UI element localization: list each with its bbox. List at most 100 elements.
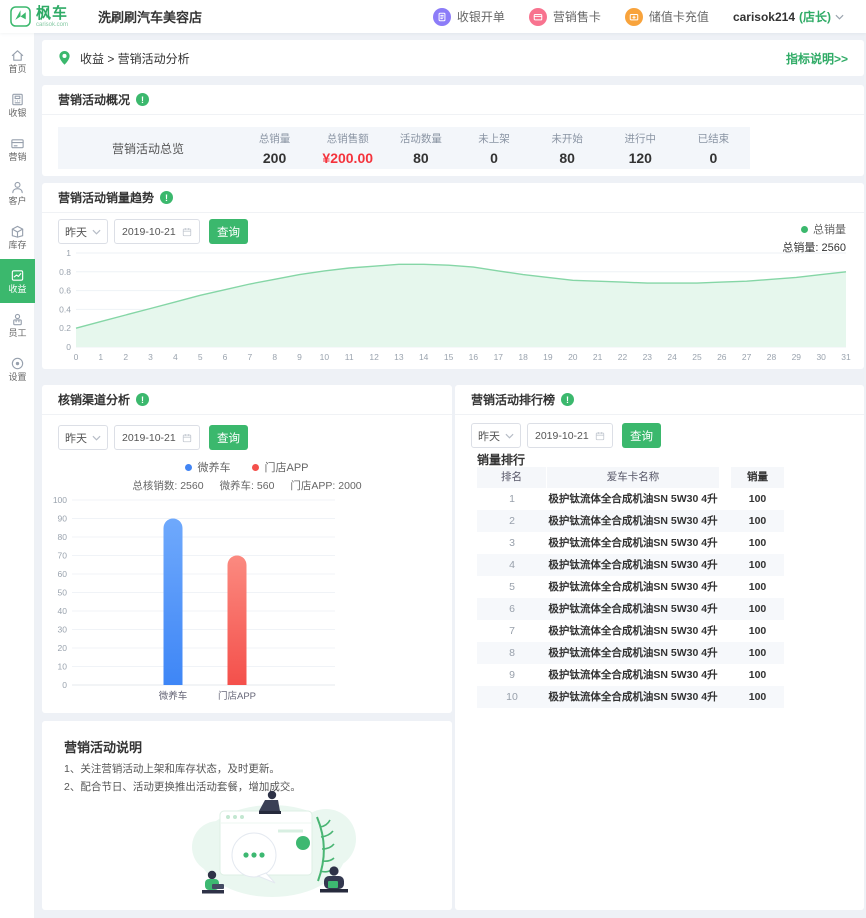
- campaign-notes-card: 营销活动说明 1、关注营销活动上架和库存状态，及时更新。 2、配合节日、活动更换…: [42, 721, 452, 910]
- stored-card-recharge-button[interactable]: 储值卡充值: [624, 7, 709, 26]
- recharge-card-icon: [624, 7, 643, 26]
- date-input[interactable]: 2019-10-21: [114, 219, 200, 244]
- svg-text:10: 10: [320, 352, 330, 362]
- svg-text:10: 10: [58, 662, 68, 672]
- sidebar-item-home[interactable]: 首页: [0, 39, 35, 83]
- search-button[interactable]: 查询: [209, 219, 248, 244]
- svg-text:8: 8: [272, 352, 277, 362]
- table-row[interactable]: 10 极护钛流体全合成机油SN 5W30 4升 100: [477, 686, 784, 708]
- svg-text:3: 3: [148, 352, 153, 362]
- sales-trend-area-chart: 0 0.2 0.4 0.6 0.8 1 0 1 2 3 4 5 6 7 8 9 10 11 12 13 14 15 16 17…: [50, 243, 856, 365]
- overview-stat: 未开始 80: [551, 132, 583, 166]
- sidebar-item-cashier[interactable]: 收银: [0, 83, 35, 127]
- info-icon[interactable]: !: [160, 191, 174, 204]
- svg-text:27: 27: [742, 352, 752, 362]
- sidebar-item-inventory[interactable]: 库存: [0, 215, 35, 259]
- calendar-icon: [182, 227, 192, 236]
- summary-store-app: 门店APP: 2000: [290, 480, 362, 492]
- chevron-down-icon: [505, 433, 514, 439]
- date-value: 2019-10-21: [535, 429, 589, 442]
- svg-text:7: 7: [248, 352, 253, 362]
- cashier-billing-button[interactable]: 收银开单: [432, 7, 505, 26]
- table-row[interactable]: 5 极护钛流体全合成机油SN 5W30 4升 100: [509, 581, 767, 593]
- svg-text:29: 29: [792, 352, 802, 362]
- sidebar-item-revenue[interactable]: 收益: [0, 259, 35, 303]
- table-row[interactable]: 1 极护钛流体全合成机油SN 5W30 4升 100: [509, 493, 767, 505]
- search-button[interactable]: 查询: [622, 423, 661, 448]
- range-select[interactable]: 昨天: [471, 423, 521, 448]
- range-select[interactable]: 昨天: [58, 425, 108, 450]
- quick-action-label: 储值卡充值: [648, 10, 709, 24]
- channel-summary: 总核销数: 2560 微养车: 560 门店APP: 2000: [42, 478, 452, 493]
- card-title: 核销渠道分析: [58, 393, 131, 407]
- top-header: 枫车 carisok.com 洗刷刷汽车美容店 收银开单 营销售卡: [0, 0, 866, 33]
- legend-dot: [185, 463, 193, 471]
- range-select[interactable]: 昨天: [58, 219, 108, 244]
- table-row[interactable]: 2 极护钛流体全合成机油SN 5W30 4升 100: [477, 510, 784, 532]
- svg-text:24: 24: [667, 352, 677, 362]
- user-role-badge: (店长): [799, 10, 831, 24]
- inventory-icon: [11, 225, 24, 238]
- svg-text:5: 5: [198, 352, 203, 362]
- overview-summary-table: 营销活动总览 总销量 200 总销售额 ¥200.00 活动数量 80 未上架 0 未开始 80 进…: [58, 127, 750, 169]
- date-value: 2019-10-21: [122, 225, 176, 238]
- sidebar-item-label: 收银: [8, 108, 27, 118]
- table-row[interactable]: 9 极护钛流体全合成机油SN 5W30 4升 100: [509, 669, 767, 681]
- svg-text:12: 12: [369, 352, 379, 362]
- col-header-rank: 排名: [477, 467, 546, 488]
- sidebar-item-staff[interactable]: 员工: [0, 303, 35, 347]
- table-row[interactable]: 4 极护钛流体全合成机油SN 5W30 4升 100: [477, 554, 784, 576]
- legend-dot: [801, 225, 808, 233]
- search-button[interactable]: 查询: [209, 425, 248, 450]
- sidebar-item-marketing[interactable]: 营销: [0, 127, 35, 171]
- quick-action-label: 收银开单: [456, 10, 505, 24]
- overview-stats: 总销量 200 总销售额 ¥200.00 活动数量 80 未上架 0 未开始 80 进行中 120 已结…: [238, 131, 750, 166]
- sidebar-item-label: 收益: [8, 284, 27, 294]
- quick-action-label: 营销售卡: [552, 10, 601, 24]
- metric-help-link[interactable]: 指标说明>>: [785, 51, 848, 66]
- chevron-down-icon: [92, 229, 101, 235]
- table-row[interactable]: 7 极护钛流体全合成机油SN 5W30 4升 100: [509, 625, 767, 637]
- logo-subtext: carisok.com: [36, 21, 69, 28]
- svg-text:19: 19: [543, 352, 553, 362]
- date-input[interactable]: 2019-10-21: [114, 425, 200, 450]
- marketing-icon: [11, 139, 24, 149]
- summary-total: 总核销数: 2560: [132, 480, 204, 492]
- sidebar-item-label: 设置: [8, 372, 27, 382]
- svg-text:0.6: 0.6: [59, 286, 71, 296]
- range-select-value: 昨天: [65, 432, 87, 445]
- info-icon[interactable]: !: [561, 393, 575, 406]
- table-row[interactable]: 8 极护钛流体全合成机油SN 5W30 4升 100: [477, 642, 784, 664]
- sidebar-item-label: 客户: [8, 196, 27, 206]
- breadcrumb-bar: 收益 > 营销活动分析 指标说明>>: [42, 40, 864, 76]
- svg-text:70: 70: [58, 551, 68, 561]
- breadcrumb: 收益 > 营销活动分析: [80, 51, 190, 66]
- overview-stat: 未上架 0: [478, 132, 510, 166]
- info-icon[interactable]: !: [136, 393, 150, 406]
- card-title: 营销活动销量趋势: [58, 191, 155, 205]
- brand-logo[interactable]: 枫车 carisok.com: [10, 6, 68, 28]
- channel-analysis-card: 核销渠道分析 ! 昨天 2019-10-21 查询 微养车 门店APP 总核销数…: [42, 385, 452, 713]
- svg-text:22: 22: [618, 352, 628, 362]
- info-icon[interactable]: !: [136, 93, 150, 106]
- svg-text:28: 28: [767, 352, 777, 362]
- table-row[interactable]: 6 极护钛流体全合成机油SN 5W30 4升 100: [477, 598, 784, 620]
- legend-label: 总销量: [813, 224, 846, 236]
- sidebar-item-settings[interactable]: 设置: [0, 347, 35, 391]
- table-row[interactable]: 3 极护钛流体全合成机油SN 5W30 4升 100: [509, 537, 767, 549]
- user-menu[interactable]: carisok214 (店长): [733, 8, 844, 25]
- range-select-value: 昨天: [478, 430, 500, 443]
- receipt-icon: [432, 7, 451, 26]
- svg-text:80: 80: [58, 532, 68, 542]
- summary-weiyangche: 微养车: 560: [219, 480, 275, 492]
- svg-text:6: 6: [223, 352, 228, 362]
- svg-text:0: 0: [62, 680, 67, 690]
- settings-icon: [11, 357, 24, 370]
- sidebar-item-label: 营销: [8, 152, 27, 162]
- sidebar-item-customers[interactable]: 客户: [0, 171, 35, 215]
- sidebar-item-label: 员工: [8, 328, 27, 338]
- marketing-sell-card-button[interactable]: 营销售卡: [528, 7, 601, 26]
- date-value: 2019-10-21: [122, 431, 176, 444]
- date-input[interactable]: 2019-10-21: [527, 423, 613, 448]
- svg-text:17: 17: [494, 352, 504, 362]
